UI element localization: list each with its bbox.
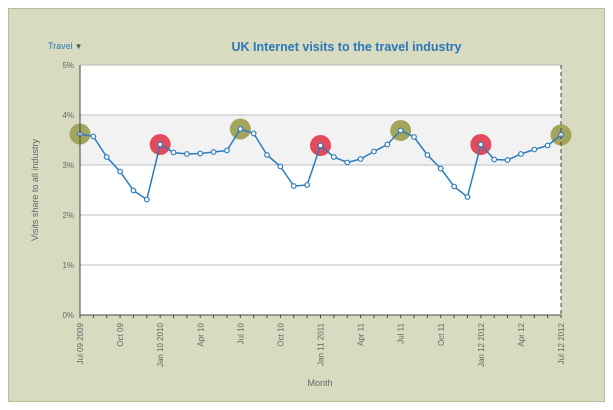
x-tick-label: Jan 11 2011 <box>317 322 326 365</box>
plot-area <box>80 65 561 315</box>
x-tick-label: Apr 11 <box>357 322 366 346</box>
x-tick-label: Oct 11 <box>437 322 446 346</box>
data-point <box>518 151 524 157</box>
data-point <box>290 183 297 189</box>
data-point <box>451 183 458 190</box>
data-point <box>143 196 150 203</box>
data-point <box>304 182 311 188</box>
data-point <box>237 126 244 132</box>
industry-dropdown[interactable]: Travel ▼ <box>48 41 83 51</box>
data-point <box>411 134 417 140</box>
data-point <box>210 149 217 155</box>
data-point <box>197 150 204 157</box>
data-point <box>170 149 177 156</box>
x-tick-label: Apr 10 <box>196 322 205 346</box>
x-tick-label: Oct 10 <box>276 322 285 346</box>
data-point <box>264 152 270 158</box>
data-point <box>437 165 444 172</box>
data-point <box>397 127 404 134</box>
x-tick-label: Jul 12 2012 <box>557 322 566 364</box>
y-axis-label: Visits share to all industry <box>30 139 40 241</box>
x-tick-label: Apr 12 <box>517 322 526 346</box>
y-tick-label: 3% <box>62 161 74 170</box>
data-point <box>357 156 364 162</box>
data-point <box>250 130 257 137</box>
data-point <box>317 142 324 149</box>
x-axis-label: Month <box>307 378 332 388</box>
x-tick-label: Jul 09 2009 <box>76 322 85 364</box>
x-tick-label: Jan 10 2010 <box>156 322 165 367</box>
x-tick-label: Oct 09 <box>116 322 125 346</box>
data-point <box>277 163 284 170</box>
y-tick-label: 2% <box>62 211 74 220</box>
chart-title: UK Internet visits to the travel industr… <box>231 40 462 54</box>
data-point <box>504 157 511 163</box>
data-point <box>330 154 337 160</box>
data-point <box>103 154 110 160</box>
y-tick-label: 5% <box>62 61 74 70</box>
data-point <box>224 147 230 154</box>
chevron-down-icon: ▼ <box>74 42 83 51</box>
data-point <box>183 151 190 157</box>
data-point <box>130 187 137 194</box>
data-point <box>491 156 498 163</box>
data-point <box>464 194 471 200</box>
x-tick-label: Jan 12 2012 <box>477 322 486 367</box>
data-point <box>344 159 351 166</box>
data-point <box>544 142 551 149</box>
x-tick-label: Jul 11 <box>397 322 406 343</box>
data-point <box>371 148 377 155</box>
x-tick-label: Jul 10 <box>236 322 245 344</box>
data-point <box>531 146 538 153</box>
y-tick-label: 1% <box>62 261 74 270</box>
industry-dropdown-label: Travel <box>48 41 73 51</box>
y-tick-label: 0% <box>62 311 74 320</box>
data-point <box>157 141 164 148</box>
data-point <box>424 152 431 158</box>
y-tick-label: 4% <box>62 111 74 120</box>
data-point <box>90 133 97 140</box>
data-point <box>477 141 484 148</box>
data-point <box>117 168 123 175</box>
data-point <box>384 141 391 148</box>
